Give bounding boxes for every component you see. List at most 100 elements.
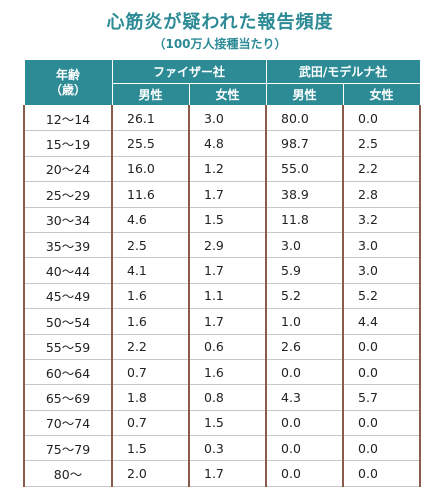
age-header-line1: 年齢 <box>55 67 80 82</box>
moderna-male-cell: 5.9 <box>265 257 345 284</box>
moderna-male-cell: 0.0 <box>265 460 345 487</box>
pfizer-female-cell: 1.1 <box>187 282 268 310</box>
table-row: 12～14 26.1 3.0 80.0 0.0 <box>23 104 422 132</box>
pfizer-female-cell: 4.8 <box>187 130 268 157</box>
table-row: 70～74 0.7 1.5 0.0 0.0 <box>23 409 422 437</box>
table-row: 20～24 16.0 1.2 55.0 2.2 <box>23 155 422 183</box>
pfizer-male-cell: 2.5 <box>111 231 190 259</box>
moderna-male-cell: 98.7 <box>265 130 345 157</box>
pfizer-female-cell: 1.7 <box>187 308 268 335</box>
age-cell: 25～29 <box>23 181 113 208</box>
moderna-female-cell: 0.0 <box>342 435 422 462</box>
pfizer-male-cell: 1.8 <box>111 384 190 411</box>
pfizer-header: ファイザー社 <box>111 59 267 84</box>
table-row: 60～64 0.7 1.6 0.0 0.0 <box>23 358 422 386</box>
moderna-male-cell: 5.2 <box>265 282 345 310</box>
moderna-male-cell: 80.0 <box>265 104 345 132</box>
moderna-male-cell: 55.0 <box>265 155 345 183</box>
moderna-female-cell: 3.0 <box>342 231 422 259</box>
moderna-header: 武田/モデルナ社 <box>265 59 421 84</box>
pfizer-female-cell: 1.5 <box>187 409 268 437</box>
moderna-male-cell: 2.6 <box>265 333 345 360</box>
table-row: 30～34 4.6 1.5 11.8 3.2 <box>23 206 422 233</box>
age-cell: 50～54 <box>23 308 113 335</box>
page-subtitle: （100万人接種当たり） <box>153 37 287 51</box>
pfizer-male-header: 男性 <box>111 83 190 106</box>
table-row: 80～ 2.0 1.7 0.0 0.0 <box>23 460 422 487</box>
pfizer-female-header: 女性 <box>188 83 267 106</box>
pfizer-male-cell: 26.1 <box>111 104 190 132</box>
table-row: 45～49 1.6 1.1 5.2 5.2 <box>23 282 422 310</box>
table-row: 35～39 2.5 2.9 3.0 3.0 <box>23 231 422 259</box>
pfizer-male-cell: 2.2 <box>111 333 190 360</box>
moderna-female-cell: 0.0 <box>342 358 422 386</box>
pfizer-female-cell: 1.7 <box>187 257 268 284</box>
table-row: 15～19 25.5 4.8 98.7 2.5 <box>23 130 422 157</box>
moderna-female-cell: 3.2 <box>342 206 422 233</box>
pfizer-male-cell: 2.0 <box>111 460 190 487</box>
pfizer-female-cell: 0.6 <box>187 333 268 360</box>
age-cell: 20～24 <box>23 155 113 183</box>
pfizer-female-cell: 2.9 <box>187 231 268 259</box>
pfizer-female-cell: 1.5 <box>187 206 268 233</box>
pfizer-female-cell: 0.8 <box>187 384 268 411</box>
age-cell: 75～79 <box>23 435 113 462</box>
age-cell: 45～49 <box>23 282 113 310</box>
age-header-line2: （歳） <box>49 82 86 97</box>
age-cell: 70～74 <box>23 409 113 437</box>
age-cell: 60～64 <box>23 358 113 386</box>
table-row: 65～69 1.8 0.8 4.3 5.7 <box>23 384 422 411</box>
table-row: 25～29 11.6 1.7 38.9 2.8 <box>23 181 422 208</box>
moderna-male-cell: 3.0 <box>265 231 345 259</box>
pfizer-male-cell: 16.0 <box>111 155 190 183</box>
pfizer-male-cell: 1.6 <box>111 308 190 335</box>
table-row: 55～59 2.2 0.6 2.6 0.0 <box>23 333 422 360</box>
page-title: 心筋炎が疑われた報告頻度 <box>106 12 334 33</box>
pfizer-male-cell: 11.6 <box>111 181 190 208</box>
age-cell: 40～44 <box>23 257 113 284</box>
pfizer-female-cell: 1.7 <box>187 460 268 487</box>
pfizer-female-cell: 3.0 <box>187 104 268 132</box>
table-row: 40～44 4.1 1.7 5.9 3.0 <box>23 257 422 284</box>
age-cell: 15～19 <box>23 130 113 157</box>
moderna-male-cell: 4.3 <box>265 384 345 411</box>
pfizer-male-cell: 0.7 <box>111 409 190 437</box>
age-cell: 30～34 <box>23 206 113 233</box>
moderna-female-cell: 4.4 <box>342 308 422 335</box>
pfizer-male-cell: 4.6 <box>111 206 190 233</box>
pfizer-female-cell: 1.6 <box>187 358 268 386</box>
pfizer-male-cell: 1.5 <box>111 435 190 462</box>
moderna-male-cell: 11.8 <box>265 206 345 233</box>
moderna-male-cell: 0.0 <box>265 409 345 437</box>
moderna-male-cell: 38.9 <box>265 181 345 208</box>
pfizer-male-cell: 4.1 <box>111 257 190 284</box>
moderna-female-cell: 0.0 <box>342 333 422 360</box>
pfizer-male-cell: 1.6 <box>111 282 190 310</box>
moderna-male-cell: 0.0 <box>265 435 345 462</box>
moderna-male-header: 男性 <box>265 83 344 106</box>
moderna-female-cell: 2.2 <box>342 155 422 183</box>
myocarditis-table: 年齢 （歳） ファイザー社 武田/モデルナ社 男性 女性 男性 女性 12～14… <box>23 59 422 487</box>
age-cell: 55～59 <box>23 333 113 360</box>
moderna-female-cell: 3.0 <box>342 257 422 284</box>
moderna-male-cell: 0.0 <box>265 358 345 386</box>
pfizer-female-cell: 1.2 <box>187 155 268 183</box>
moderna-female-cell: 5.7 <box>342 384 422 411</box>
moderna-female-cell: 5.2 <box>342 282 422 310</box>
moderna-female-cell: 0.0 <box>342 460 422 487</box>
age-cell: 12～14 <box>23 104 113 132</box>
age-header: 年齢 （歳） <box>23 59 113 106</box>
age-cell: 65～69 <box>23 384 113 411</box>
moderna-female-header: 女性 <box>342 83 421 106</box>
pfizer-female-cell: 1.7 <box>187 181 268 208</box>
moderna-female-cell: 2.5 <box>342 130 422 157</box>
pfizer-male-cell: 0.7 <box>111 358 190 386</box>
moderna-female-cell: 2.8 <box>342 181 422 208</box>
pfizer-male-cell: 25.5 <box>111 130 190 157</box>
moderna-female-cell: 0.0 <box>342 409 422 437</box>
age-cell: 35～39 <box>23 231 113 259</box>
table-row: 50～54 1.6 1.7 1.0 4.4 <box>23 308 422 335</box>
table-row: 75～79 1.5 0.3 0.0 0.0 <box>23 435 422 462</box>
moderna-female-cell: 0.0 <box>342 104 422 132</box>
